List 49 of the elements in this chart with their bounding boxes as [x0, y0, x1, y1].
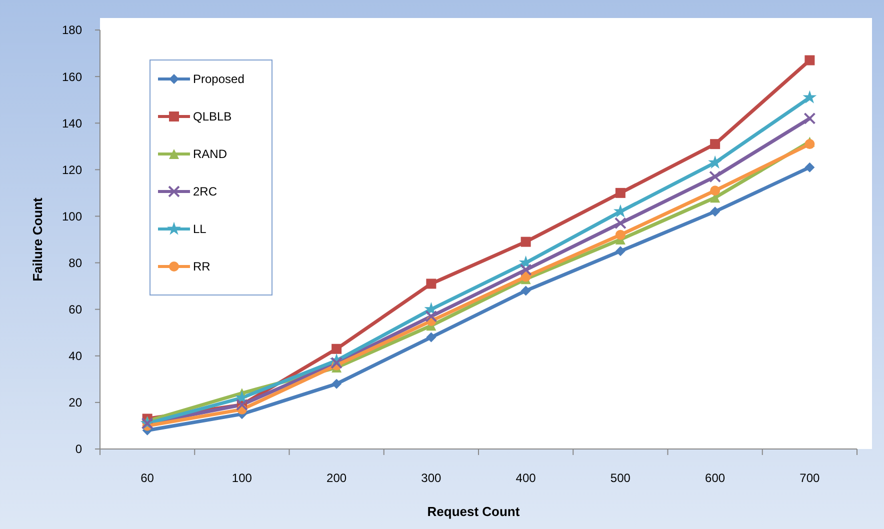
point — [426, 278, 436, 289]
point — [332, 378, 342, 389]
x-tick-label: 500 — [610, 471, 631, 485]
y-tick-label: 120 — [62, 162, 82, 177]
legend-label: Proposed — [193, 72, 244, 86]
legend-label: RAND — [193, 147, 228, 162]
point — [615, 188, 626, 198]
legend-label: RR — [193, 260, 211, 274]
point — [614, 217, 626, 230]
x-tick-label: 400 — [516, 471, 536, 485]
legend-label: QLBLB — [193, 110, 232, 124]
y-tick-label: 160 — [62, 70, 82, 84]
point — [710, 186, 720, 196]
point — [520, 264, 532, 276]
y-tick-label: 140 — [62, 116, 82, 130]
y-tick-label: 60 — [68, 302, 82, 317]
y-axis-title: Failure Count — [30, 196, 45, 282]
legend-label: LL — [193, 222, 207, 236]
point — [804, 162, 815, 172]
point — [710, 139, 720, 150]
x-tick-label: 700 — [800, 471, 820, 485]
point — [520, 286, 531, 296]
point — [709, 170, 722, 183]
x-axis-title: Request Count — [427, 504, 520, 519]
point — [426, 332, 436, 342]
y-tick-label: 20 — [68, 396, 82, 410]
point — [330, 356, 343, 369]
y-tick-label: 180 — [62, 23, 82, 38]
x-tick-label: 100 — [232, 471, 252, 485]
point — [708, 155, 722, 169]
x-tick-label: 300 — [421, 471, 442, 485]
x-tick-label: 200 — [326, 471, 347, 485]
point — [804, 139, 815, 150]
point — [710, 206, 720, 217]
legend-label: 2RC — [193, 184, 218, 199]
point — [332, 344, 342, 354]
point — [520, 236, 531, 247]
point — [804, 55, 815, 66]
y-tick-label: 100 — [62, 209, 82, 224]
y-tick-label: 80 — [68, 256, 82, 270]
point — [615, 246, 626, 256]
x-tick-label: 60 — [140, 471, 154, 485]
point — [425, 310, 438, 322]
y-tick-label: 0 — [75, 442, 82, 456]
y-tick-label: 40 — [68, 349, 82, 364]
x-tick-label: 600 — [705, 471, 726, 485]
point — [802, 90, 817, 104]
point — [615, 230, 626, 240]
point — [804, 112, 816, 124]
